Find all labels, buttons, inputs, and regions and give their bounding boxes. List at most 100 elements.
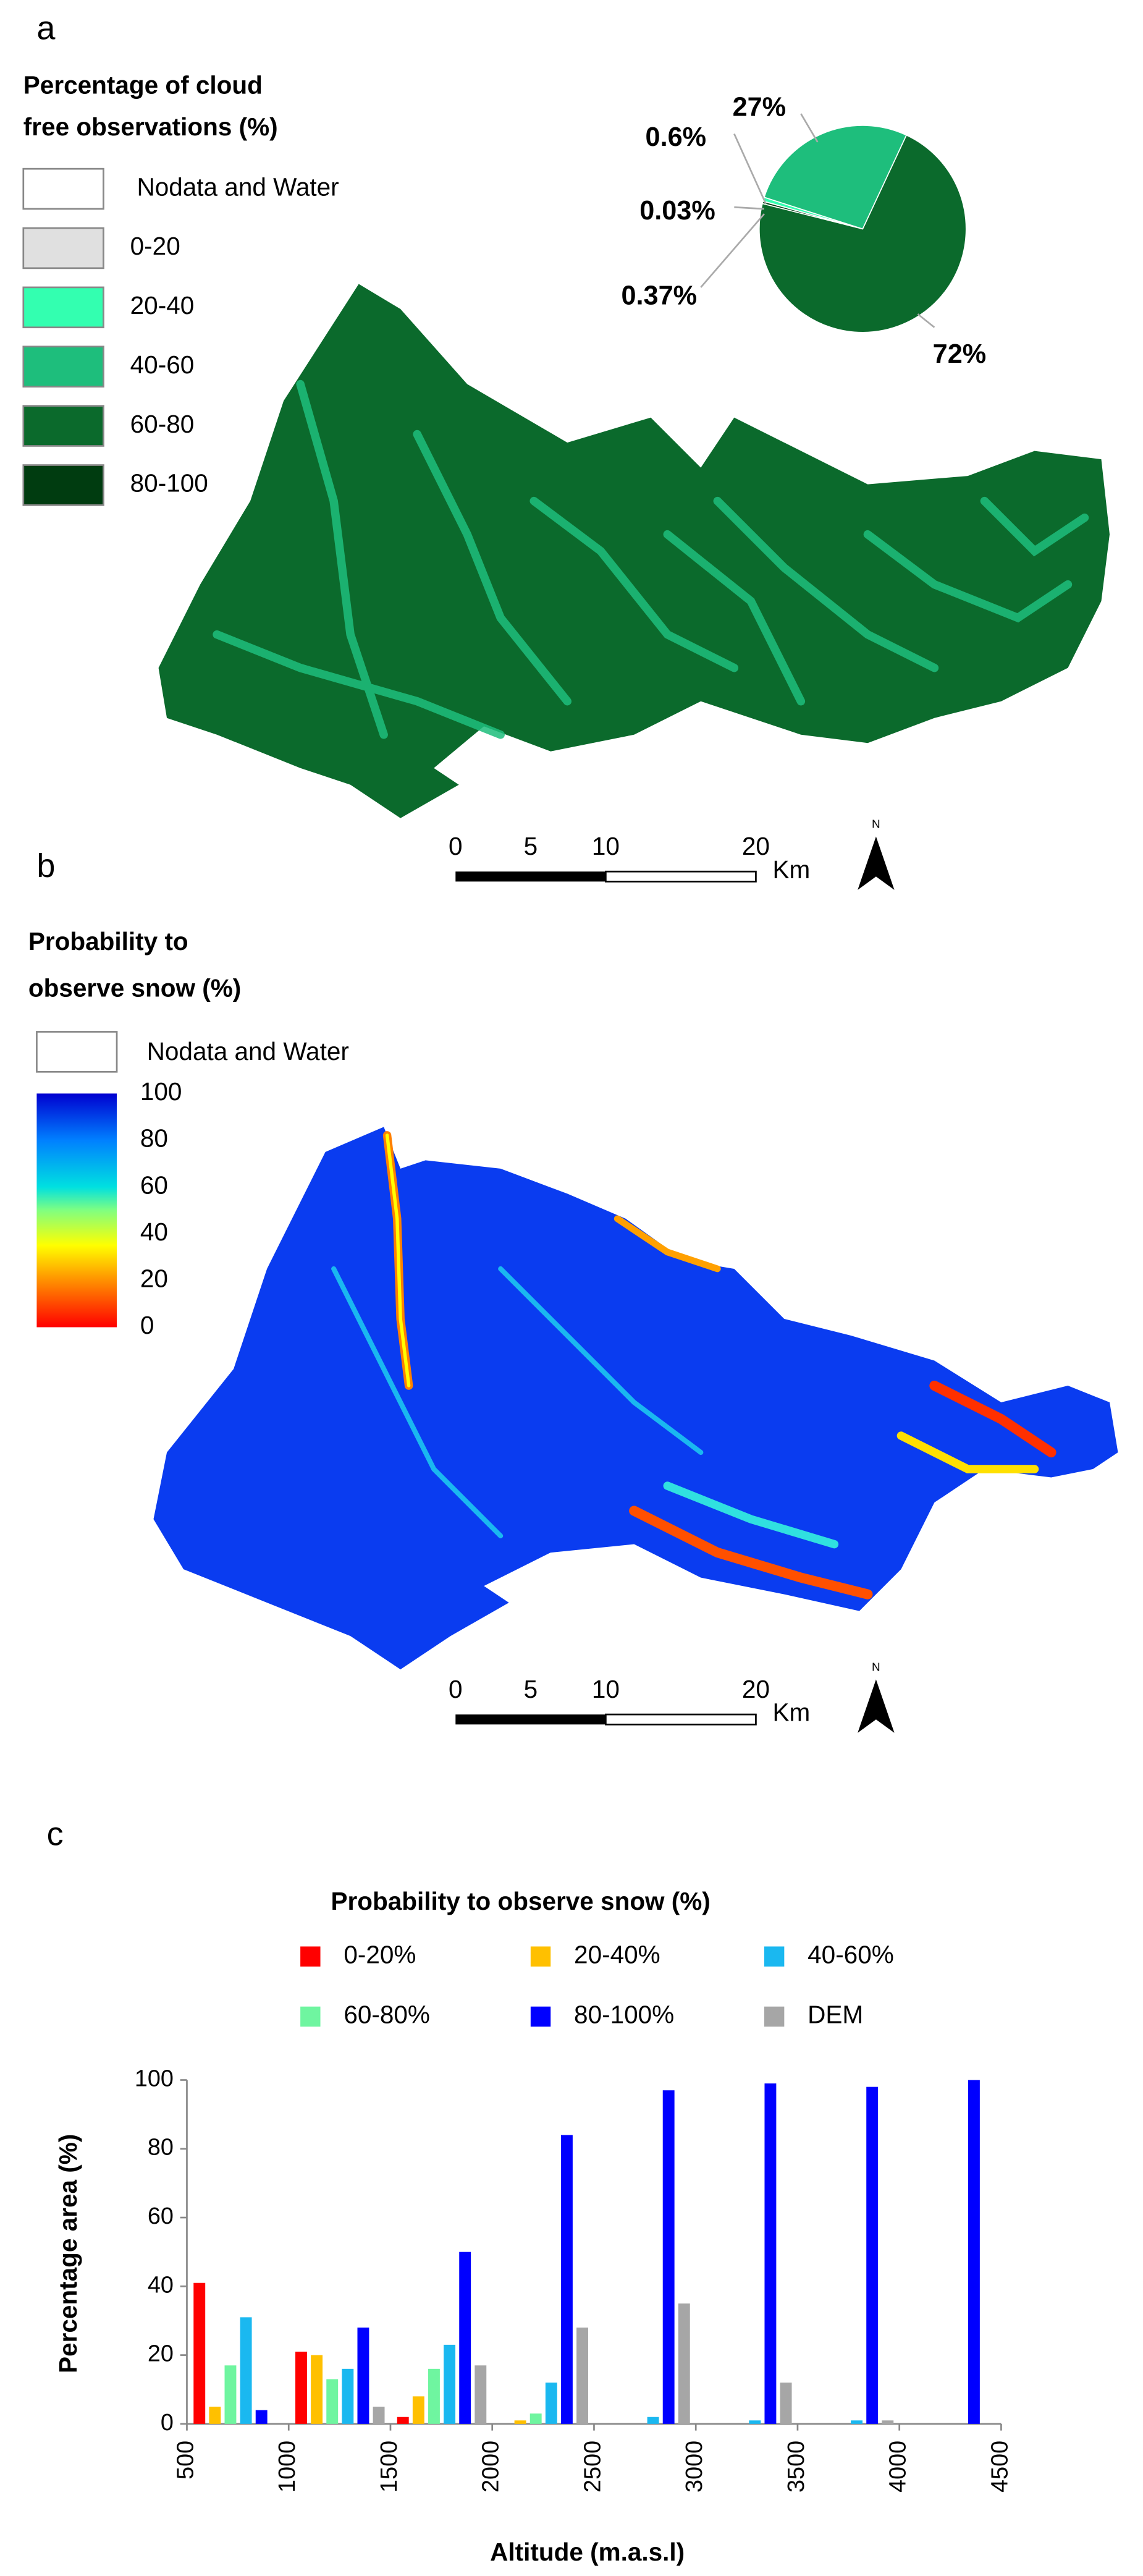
legend-label: Nodata and Water — [147, 1037, 349, 1066]
legend-swatch — [530, 2006, 551, 2027]
north-label: N — [872, 1661, 880, 1674]
bar — [255, 2410, 268, 2424]
y-tick-label: 60 — [148, 2203, 174, 2229]
x-tick-label: 1500 — [376, 2441, 402, 2493]
bar — [397, 2417, 409, 2424]
colorbar-label: 40 — [140, 1218, 168, 1246]
legend-swatch — [764, 1946, 785, 1967]
colorbar-label: 20 — [140, 1265, 168, 1293]
bar — [662, 2090, 675, 2424]
pie-label: 0.03% — [639, 196, 715, 226]
bar — [209, 2407, 221, 2424]
panel-label: a — [36, 9, 56, 46]
bar — [882, 2420, 894, 2424]
bar — [412, 2396, 424, 2424]
pie-label: 0.6% — [646, 122, 706, 152]
panel-label: b — [36, 847, 55, 884]
bar — [545, 2383, 557, 2424]
bar — [514, 2420, 526, 2424]
legend-label: 60-80% — [344, 2001, 430, 2029]
legend-swatch — [36, 1031, 118, 1073]
map-a-legend: Percentage of cloud free observations (%)… — [22, 71, 339, 506]
leader-line — [917, 313, 935, 328]
legend-swatch — [530, 1946, 551, 1967]
legend-label: 80-100 — [130, 469, 208, 498]
bar — [529, 2413, 542, 2424]
bar — [357, 2328, 369, 2424]
legend-swatch — [22, 286, 104, 329]
bar — [764, 2083, 777, 2424]
leader-line — [733, 133, 767, 205]
panel-label: c — [47, 1815, 64, 1852]
colorbar-label: 60 — [140, 1171, 168, 1199]
scale-white — [605, 870, 757, 883]
pie-label: 72% — [933, 339, 986, 369]
x-tick-label: 3000 — [681, 2441, 707, 2493]
y-tick-label: 80 — [148, 2135, 174, 2161]
x-tick-label: 2000 — [478, 2441, 504, 2493]
colorbar-label: 0 — [140, 1311, 154, 1339]
scale-unit: Km — [772, 1698, 810, 1727]
legend-title: free observations (%) — [23, 112, 278, 141]
colorbar — [36, 1093, 117, 1328]
scale-label: 20 — [742, 832, 770, 860]
bar — [326, 2379, 339, 2424]
x-tick-label: 1000 — [274, 2441, 300, 2493]
x-axis-label: Altitude (m.a.s.l) — [490, 2538, 685, 2566]
legend-swatch — [300, 2006, 321, 2027]
north-arrow — [858, 1679, 895, 1733]
bar — [576, 2328, 589, 2424]
bar — [224, 2365, 237, 2424]
colorbar-label: 80 — [140, 1124, 168, 1153]
y-tick-label: 0 — [161, 2410, 174, 2436]
legend-swatch — [22, 167, 104, 210]
bar — [373, 2407, 385, 2424]
north-arrow — [858, 836, 895, 890]
legend-label: 40-60 — [130, 350, 195, 379]
scale-label: 10 — [592, 832, 620, 860]
legend-swatch — [764, 2006, 785, 2027]
pie-label: 0.37% — [622, 281, 698, 311]
scale-black — [455, 871, 606, 882]
bar — [474, 2365, 487, 2424]
legend-swatch — [300, 1946, 321, 1967]
leader-line — [700, 213, 765, 288]
legend-label: 0-20% — [344, 1940, 416, 1968]
scale-white — [605, 1713, 757, 1726]
pie-slice — [759, 134, 967, 333]
map-b-legend: Probability to observe snow (%) Nodata and… — [28, 927, 349, 1339]
legend-swatch — [22, 405, 104, 447]
map-a-texture — [213, 379, 1089, 739]
y-tick-label: 20 — [148, 2341, 174, 2367]
bar — [749, 2420, 761, 2424]
legend-label: 80-100% — [574, 2001, 674, 2029]
bar — [311, 2355, 323, 2424]
x-tick-label: 3500 — [783, 2441, 809, 2493]
legend-swatch — [22, 345, 104, 388]
bar — [968, 2080, 980, 2424]
bar — [444, 2344, 456, 2424]
y-tick-label: 100 — [135, 2065, 174, 2091]
legend-label: 20-40 — [130, 291, 195, 320]
bar — [295, 2352, 307, 2424]
x-tick-label: 2500 — [580, 2441, 605, 2493]
bar — [647, 2417, 659, 2424]
scale-label: 20 — [742, 1675, 770, 1703]
leader-line — [734, 206, 765, 210]
bar — [428, 2368, 440, 2424]
scale-label: 5 — [524, 832, 538, 860]
bar — [851, 2420, 863, 2424]
bar — [780, 2383, 792, 2424]
bar — [193, 2282, 206, 2424]
pie-slice — [763, 125, 908, 230]
bar — [459, 2252, 471, 2424]
map-a — [158, 284, 1110, 818]
scale-label: 10 — [592, 1675, 620, 1703]
bar — [678, 2303, 690, 2424]
map-b — [153, 1127, 1118, 1670]
scale-unit: Km — [772, 855, 810, 884]
legend-swatch — [22, 464, 104, 506]
x-tick-label: 4500 — [987, 2441, 1013, 2493]
